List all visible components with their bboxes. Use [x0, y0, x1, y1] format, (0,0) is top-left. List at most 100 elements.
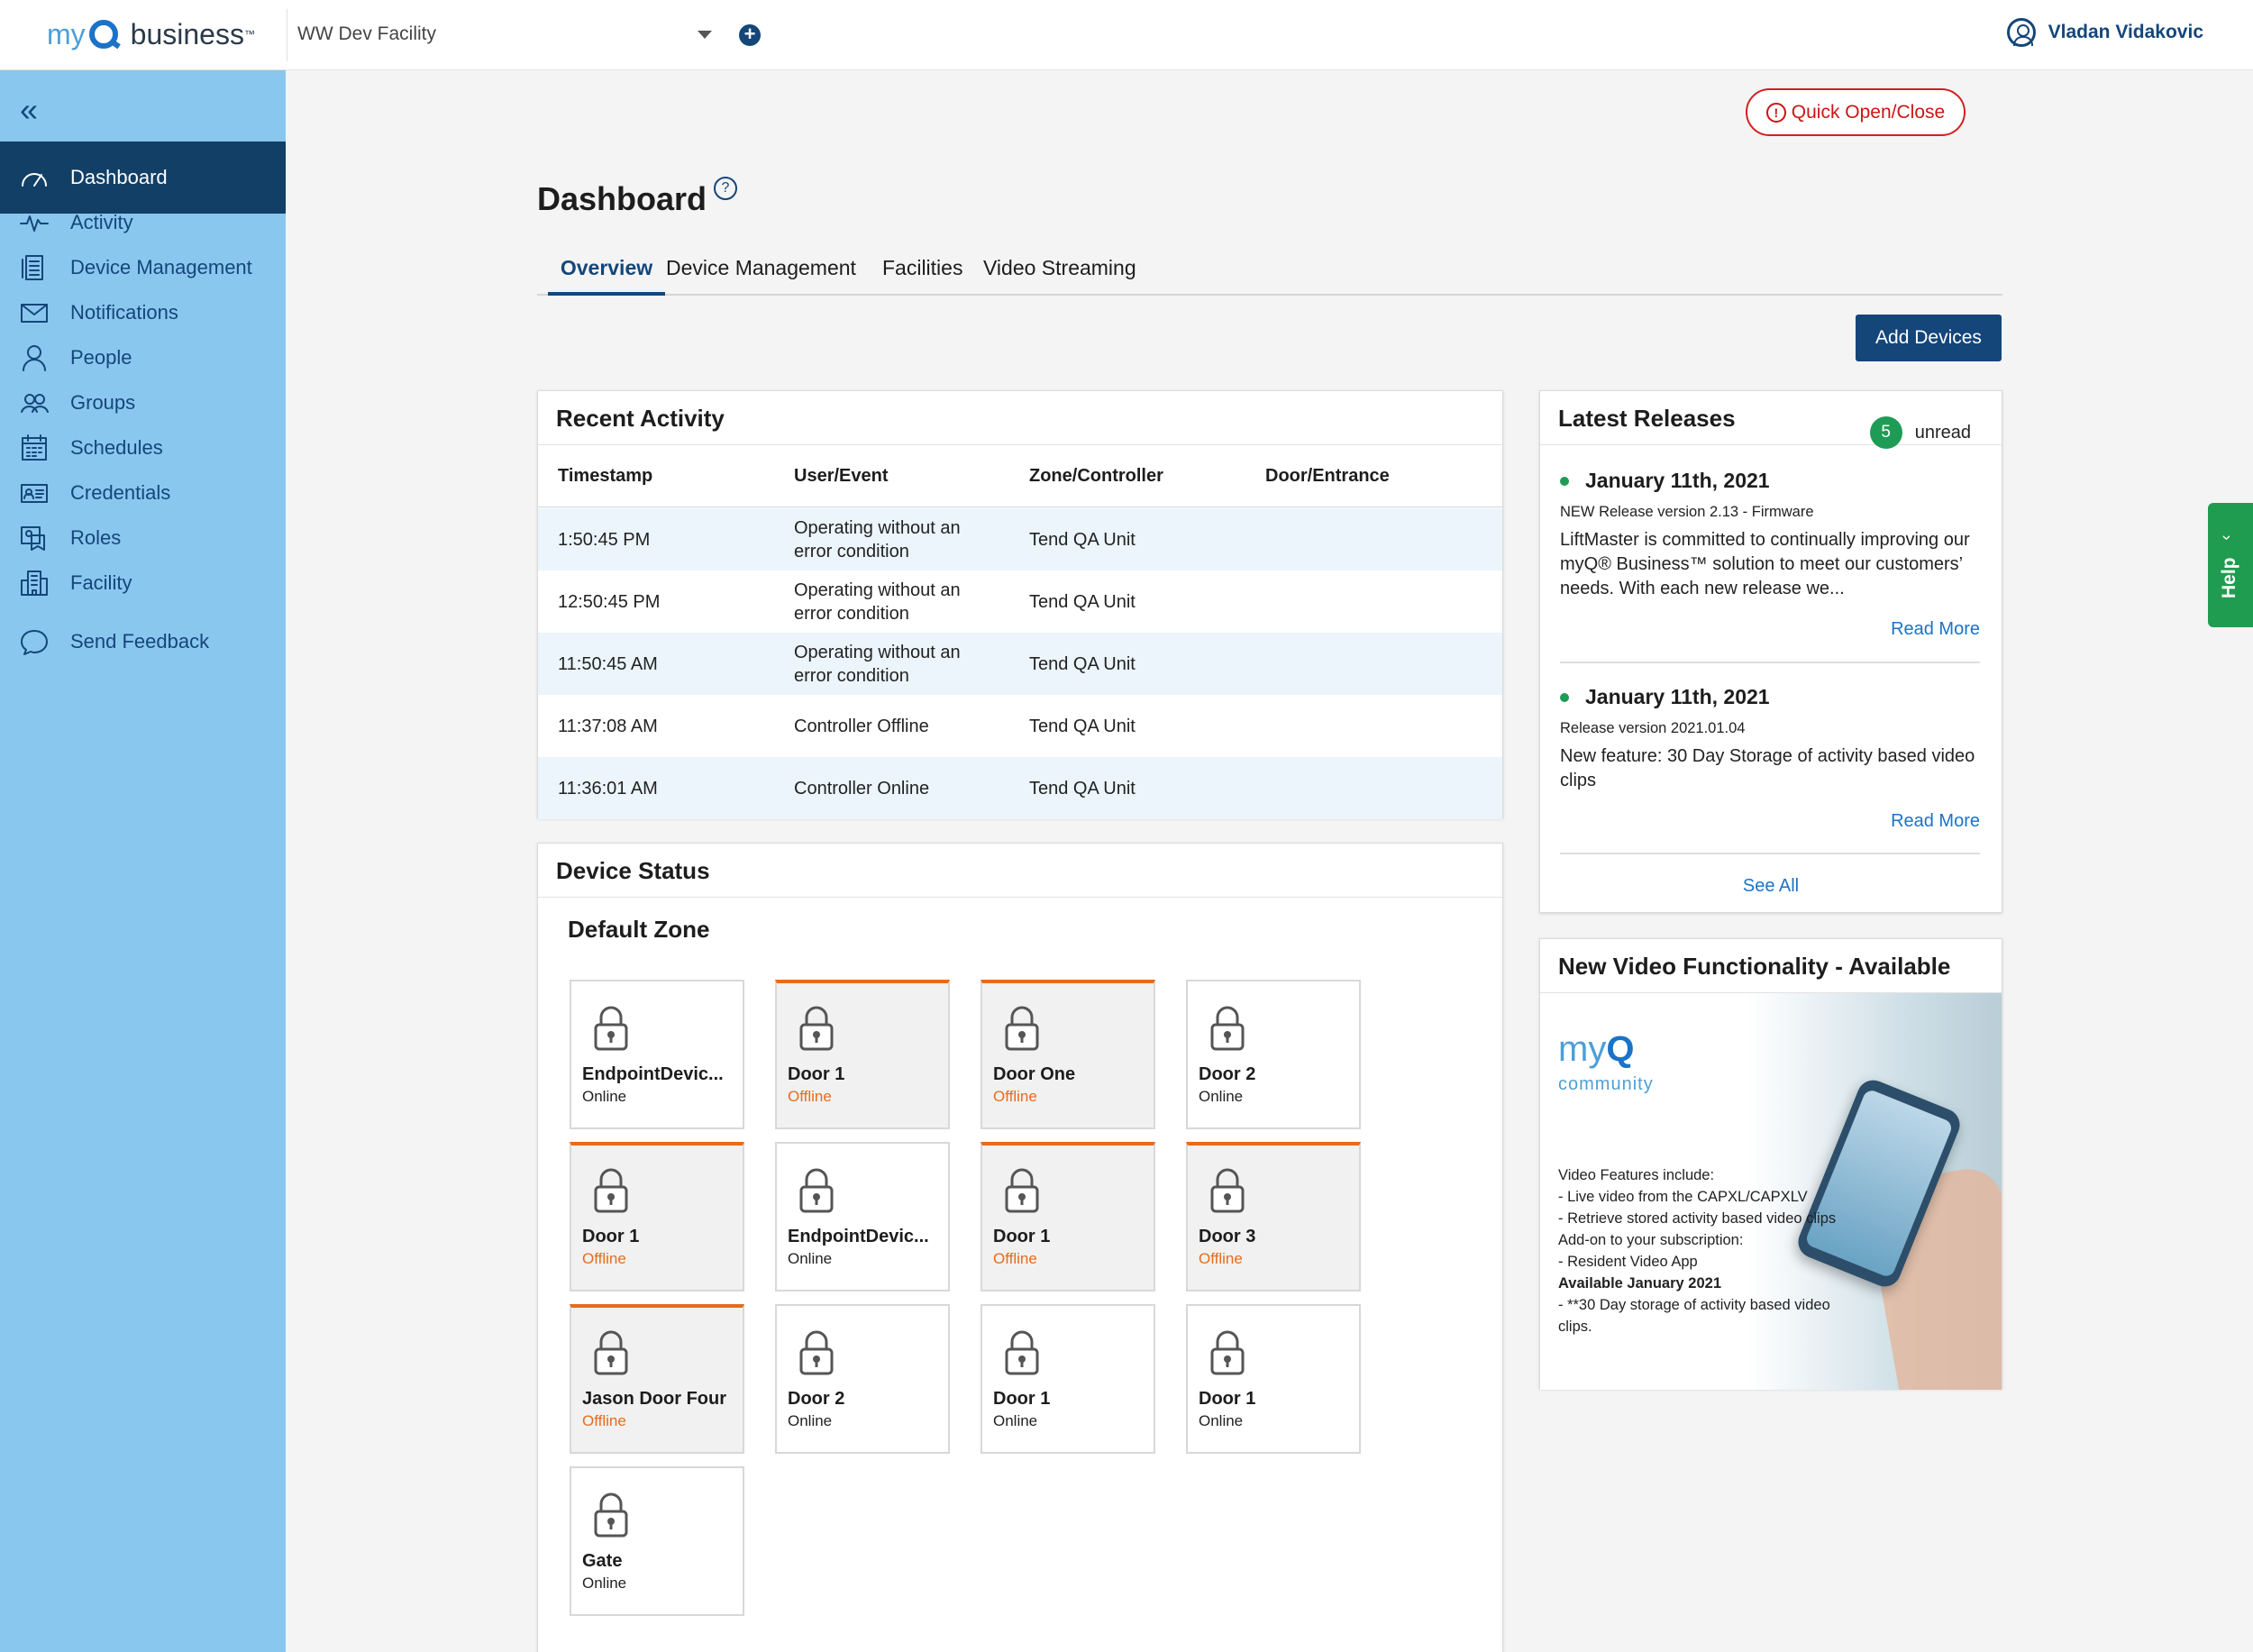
tab-device-management[interactable]: Device Management — [666, 256, 856, 279]
release-version: Release version 2021.01.04 — [1560, 720, 1746, 736]
device-name: Door 1 — [1199, 1389, 1256, 1409]
sidebar-item-send-feedback[interactable]: Send Feedback — [0, 606, 286, 678]
tab-overview[interactable]: Overview — [548, 249, 665, 296]
device-tile[interactable]: Door 1 Online — [1186, 1304, 1361, 1454]
device-status: Offline — [582, 1250, 626, 1267]
device-status: Offline — [993, 1250, 1037, 1267]
device-tile[interactable]: EndpointDevic... Online — [775, 1142, 950, 1291]
col-zone-controller: Zone/Controller — [1029, 466, 1163, 486]
chevron-left-icon: ‹ — [2216, 534, 2235, 541]
sidebar-item-device-management[interactable]: Device Management — [0, 232, 286, 304]
cell-timestamp: 11:37:08 AM — [558, 716, 658, 736]
tab-facilities[interactable]: Facilities — [882, 256, 963, 279]
community-label: community — [1558, 1074, 1654, 1094]
pulse-icon — [18, 206, 50, 239]
device-tile[interactable]: Door 1 Offline — [981, 1142, 1155, 1291]
calendar-icon — [18, 432, 50, 464]
table-row[interactable]: 1:50:45 PM Operating without an error co… — [538, 508, 1502, 570]
table-row[interactable]: 11:50:45 AM Operating without an error c… — [538, 633, 1502, 695]
quick-open-close-label: Quick Open/Close — [1791, 101, 1946, 123]
user-menu[interactable]: Vladan Vidakovic — [2006, 18, 2203, 47]
lock-icon — [798, 1005, 835, 1052]
alert-icon: ! — [1765, 102, 1786, 123]
device-tile[interactable]: Door 3 Offline — [1186, 1142, 1361, 1291]
sidebar-item-dashboard[interactable]: Dashboard — [0, 141, 286, 214]
add-devices-button[interactable]: Add Devices — [1856, 315, 2002, 361]
lock-icon — [1209, 1329, 1245, 1376]
device-tile[interactable]: Door 2 Online — [775, 1304, 950, 1454]
sidebar-item-notifications[interactable]: Notifications — [0, 277, 286, 349]
device-tile[interactable]: Door 1 Offline — [570, 1142, 744, 1291]
cell-timestamp: 12:50:45 PM — [558, 591, 661, 612]
cell-zone-controller: Tend QA Unit — [1029, 591, 1136, 612]
person-icon — [18, 342, 50, 374]
user-avatar-icon — [2006, 18, 2036, 47]
cell-zone-controller: Tend QA Unit — [1029, 529, 1136, 550]
sidebar-item-people[interactable]: People — [0, 322, 286, 394]
device-status: Online — [582, 1574, 627, 1592]
sidebar-item-credentials[interactable]: Credentials — [0, 457, 286, 529]
device-status: Offline — [1199, 1250, 1243, 1267]
latest-releases-header: Latest Releases 5 unread — [1540, 391, 2002, 449]
help-side-tab[interactable]: ‹ Help — [2208, 503, 2253, 627]
device-tile[interactable]: EndpointDevic... Online — [570, 980, 744, 1129]
device-tile[interactable]: Jason Door Four Offline — [570, 1304, 744, 1454]
video-promo-image[interactable]: myQ community Video Features include: - L… — [1540, 993, 2002, 1390]
release-date: January 11th, 2021 — [1560, 685, 1980, 709]
add-facility-button[interactable]: + — [739, 24, 761, 46]
read-more-link[interactable]: Read More — [1891, 619, 1980, 639]
lock-icon — [1209, 1167, 1245, 1214]
device-tile[interactable]: Door One Offline — [981, 980, 1155, 1129]
device-tile[interactable]: Door 2 Online — [1186, 980, 1361, 1129]
device-status: Online — [1199, 1412, 1244, 1429]
lock-icon — [1209, 1005, 1245, 1052]
device-name: EndpointDevic... — [582, 1064, 724, 1084]
sidebar-item-label: Notifications — [70, 301, 178, 324]
sidebar-item-label: Credentials — [70, 481, 171, 504]
sidebar-item-activity[interactable]: Activity — [0, 187, 286, 259]
col-timestamp: Timestamp — [558, 466, 653, 486]
device-tile[interactable]: Gate Online — [570, 1466, 744, 1616]
cell-zone-controller: Tend QA Unit — [1029, 778, 1136, 799]
see-all-link[interactable]: See All — [1742, 876, 1800, 896]
sidebar-item-label: Send Feedback — [70, 630, 210, 653]
lock-icon — [1004, 1005, 1040, 1052]
help-question-icon[interactable]: ? — [714, 177, 737, 200]
device-tile[interactable]: Door 1 Online — [981, 1304, 1155, 1454]
sidebar-item-schedules[interactable]: Schedules — [0, 412, 286, 484]
sidebar: « Dashboard Activity Device Management Noti… — [0, 70, 286, 1652]
sidebar-item-groups[interactable]: Groups — [0, 367, 286, 439]
facility-select[interactable]: WW Dev Facility — [297, 14, 712, 54]
quick-open-close-button[interactable]: ! Quick Open/Close — [1746, 88, 1966, 136]
sidebar-item-facility[interactable]: Facility — [0, 547, 286, 619]
device-tile[interactable]: Door 1 Offline — [775, 980, 950, 1129]
sidebar-item-roles[interactable]: Roles — [0, 502, 286, 574]
table-row[interactable]: 11:36:01 AM Controller Online Tend QA Un… — [538, 757, 1502, 819]
table-row[interactable]: 11:37:08 AM Controller Offline Tend QA U… — [538, 695, 1502, 757]
sidebar-item-label: Facility — [70, 571, 132, 594]
latest-releases-title: Latest Releases — [1558, 405, 1736, 432]
top-bar: my business ™ WW Dev Facility + Vladan Vi… — [0, 0, 2253, 70]
lock-icon — [593, 1167, 629, 1214]
myq-business-logo[interactable]: my business ™ — [47, 17, 255, 50]
unread-dot-icon — [1560, 476, 1569, 486]
tab-video-streaming[interactable]: Video Streaming — [983, 256, 1136, 279]
cell-timestamp: 11:50:45 AM — [558, 653, 658, 674]
video-features-text: Video Features include: - Live video from… — [1558, 1164, 1838, 1337]
device-name: Door 1 — [582, 1227, 640, 1246]
recent-activity-header-row: Timestamp User/Event Zone/Controller Doo… — [538, 446, 1502, 507]
read-more-link[interactable]: Read More — [1891, 811, 1980, 831]
video-functionality-card: New Video Functionality - Available myQ … — [1539, 938, 2002, 1390]
device-name: Jason Door Four — [582, 1389, 727, 1409]
device-status: Online — [788, 1412, 833, 1429]
device-status-title: Device Status — [538, 844, 1502, 898]
collapse-sidebar-icon[interactable]: « — [20, 91, 39, 128]
user-name: Vladan Vidakovic — [2048, 22, 2203, 42]
release-divider — [1560, 853, 1980, 854]
release-body: LiftMaster is committed to continually i… — [1560, 530, 1970, 598]
release-item: January 11th, 2021 NEW Release version 2… — [1560, 469, 1980, 640]
release-body: New feature: 30 Day Storage of activity … — [1560, 746, 1975, 790]
group-icon — [18, 387, 50, 419]
table-row[interactable]: 12:50:45 PM Operating without an error c… — [538, 570, 1502, 633]
video-card-title: New Video Functionality - Available — [1540, 939, 2002, 993]
